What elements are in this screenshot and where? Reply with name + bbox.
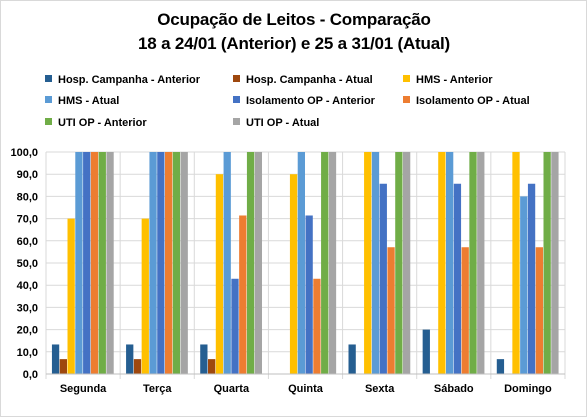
y-tick-label: 100,0 (10, 147, 38, 159)
bar (379, 183, 387, 374)
bar (75, 152, 83, 374)
bar (387, 247, 395, 374)
bar (543, 152, 551, 374)
legend-label: UTI OP - Atual (246, 117, 320, 129)
bar (297, 152, 305, 374)
bar (223, 152, 231, 374)
legend-item: Hosp. Campanha - Anterior (45, 74, 200, 86)
x-tick-label: Sábado (434, 383, 474, 395)
x-tick-label: Quarta (214, 383, 250, 395)
bar (305, 215, 313, 374)
legend-item: Hosp. Campanha - Atual (233, 74, 373, 86)
bar (551, 152, 559, 374)
bar (348, 344, 356, 374)
bar (164, 152, 173, 374)
y-tick-label: 30,0 (17, 302, 38, 314)
legend-item: Isolamento OP - Atual (403, 95, 530, 107)
bar (328, 152, 337, 374)
bar (141, 218, 149, 374)
bar (364, 152, 372, 374)
bar (83, 152, 91, 374)
bar (51, 344, 60, 374)
bar (321, 152, 329, 374)
bar (535, 247, 543, 374)
legend-swatch (233, 96, 240, 103)
x-tick-label: Quinta (288, 383, 324, 395)
legend-swatch (403, 75, 410, 82)
legend-label: UTI OP - Anterior (58, 117, 147, 129)
bar (208, 359, 216, 374)
chart-subtitle: 18 a 24/01 (Anterior) e 25 a 31/01 (Atua… (138, 34, 450, 53)
x-tick-label: Sexta (365, 383, 395, 395)
bar (239, 215, 247, 374)
y-tick-label: 0,0 (23, 369, 38, 381)
bar (59, 359, 68, 374)
bar (469, 152, 477, 374)
bar (157, 152, 165, 374)
legend-item: HMS - Anterior (403, 74, 493, 86)
legend-label: Hosp. Campanha - Anterior (58, 74, 200, 86)
bar (98, 152, 106, 374)
legend-swatch (233, 118, 240, 125)
y-tick-label: 90,0 (17, 169, 38, 181)
legend-item: UTI OP - Atual (233, 117, 319, 129)
y-tick-label: 50,0 (17, 258, 38, 270)
bar (289, 174, 298, 374)
bar (106, 152, 114, 374)
y-tick-label: 20,0 (17, 325, 38, 337)
legend-label: HMS - Atual (58, 95, 120, 107)
bar (172, 152, 181, 374)
x-tick-label: Domingo (504, 383, 552, 395)
legend-label: HMS - Anterior (416, 74, 493, 86)
bar (496, 359, 505, 374)
legend-swatch (45, 75, 52, 82)
bar (453, 183, 462, 374)
bar (395, 152, 403, 374)
legend-swatch (45, 96, 52, 103)
bar (520, 196, 528, 374)
bar (231, 278, 239, 374)
bar (446, 152, 454, 374)
bar (402, 152, 411, 374)
bar (371, 152, 380, 374)
y-tick-label: 60,0 (17, 236, 38, 248)
legend-swatch (403, 96, 410, 103)
bar (90, 152, 99, 374)
bar (246, 152, 255, 374)
y-tick-label: 10,0 (17, 347, 38, 359)
chart-title: Ocupação de Leitos - Comparação (157, 10, 431, 29)
bar (200, 344, 208, 374)
chart-legend: Hosp. Campanha - Anterior Hosp. Campanha … (0, 0, 588, 140)
bar (67, 218, 75, 374)
bar (180, 152, 188, 374)
legend-label: Isolamento OP - Anterior (246, 95, 375, 107)
bar (422, 329, 430, 374)
bar (313, 278, 321, 374)
legend-item: HMS - Atual (45, 95, 119, 107)
x-tick-label: Segunda (60, 383, 107, 395)
bar (461, 247, 469, 374)
legend-swatch (45, 118, 52, 125)
bar (215, 174, 224, 374)
legend-label: Hosp. Campanha - Atual (246, 74, 373, 86)
bar (133, 359, 142, 374)
legend-item: UTI OP - Anterior (45, 117, 147, 129)
legend-swatch (233, 75, 240, 82)
bar (477, 152, 485, 374)
bar (149, 152, 157, 374)
y-tick-label: 40,0 (17, 280, 38, 292)
bar (512, 152, 520, 374)
legend-item: Isolamento OP - Anterior (233, 95, 375, 107)
bar (126, 344, 134, 374)
bar (438, 152, 446, 374)
y-tick-label: 70,0 (17, 214, 38, 226)
bar (254, 152, 262, 374)
x-tick-label: Terça (143, 383, 172, 395)
bar (527, 183, 536, 374)
y-tick-label: 80,0 (17, 191, 38, 203)
legend-label: Isolamento OP - Atual (416, 95, 530, 107)
